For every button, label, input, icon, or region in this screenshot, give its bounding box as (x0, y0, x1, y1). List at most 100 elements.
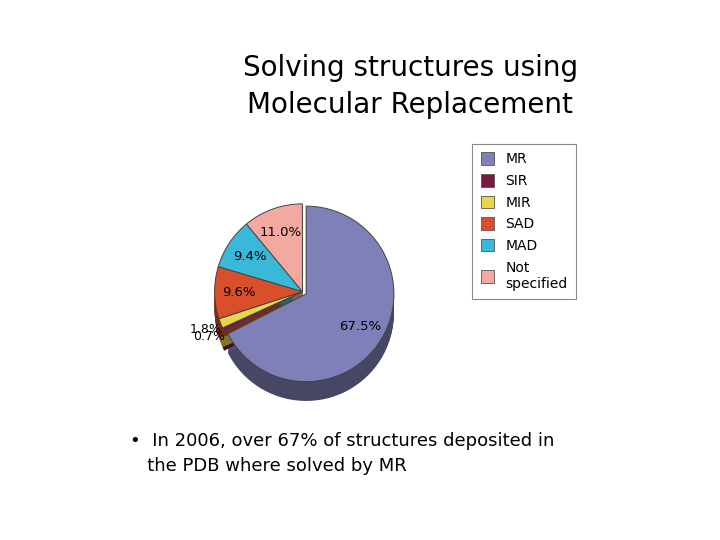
Wedge shape (218, 225, 302, 293)
Wedge shape (215, 271, 302, 323)
Wedge shape (228, 207, 394, 383)
Wedge shape (218, 227, 302, 295)
Wedge shape (218, 232, 302, 299)
Wedge shape (219, 295, 302, 331)
Wedge shape (222, 296, 302, 336)
Wedge shape (219, 293, 302, 329)
Wedge shape (219, 305, 302, 341)
Text: 9.4%: 9.4% (233, 250, 266, 263)
Text: 11.0%: 11.0% (260, 226, 302, 239)
Wedge shape (215, 273, 302, 325)
Wedge shape (222, 307, 302, 347)
Wedge shape (246, 212, 302, 300)
Wedge shape (246, 217, 302, 305)
Wedge shape (218, 235, 302, 302)
Wedge shape (222, 309, 302, 349)
Wedge shape (218, 231, 302, 298)
Wedge shape (219, 292, 302, 328)
Wedge shape (246, 213, 302, 301)
Wedge shape (246, 223, 302, 311)
Wedge shape (246, 207, 302, 295)
Wedge shape (228, 215, 394, 390)
Wedge shape (246, 214, 302, 302)
Wedge shape (246, 220, 302, 308)
Wedge shape (246, 222, 302, 310)
Wedge shape (219, 297, 302, 333)
Wedge shape (222, 305, 302, 345)
Wedge shape (215, 275, 302, 327)
Wedge shape (219, 296, 302, 332)
Wedge shape (219, 299, 302, 335)
Wedge shape (215, 279, 302, 330)
Wedge shape (218, 228, 302, 296)
Wedge shape (222, 295, 302, 335)
Wedge shape (222, 294, 302, 334)
Wedge shape (218, 236, 302, 303)
Wedge shape (246, 221, 302, 309)
Wedge shape (228, 225, 394, 401)
Text: 9.6%: 9.6% (222, 286, 256, 299)
Wedge shape (219, 309, 302, 345)
Wedge shape (228, 220, 394, 396)
Wedge shape (215, 285, 302, 337)
Wedge shape (246, 211, 302, 299)
Wedge shape (246, 218, 302, 306)
Wedge shape (228, 218, 394, 394)
Wedge shape (228, 222, 394, 398)
Wedge shape (215, 278, 302, 329)
Text: 1.8%: 1.8% (190, 322, 222, 336)
Wedge shape (219, 294, 302, 330)
Wedge shape (215, 281, 302, 334)
Wedge shape (215, 286, 302, 338)
Wedge shape (228, 211, 394, 386)
Wedge shape (222, 310, 302, 350)
Wedge shape (218, 238, 302, 306)
Wedge shape (246, 208, 302, 296)
Wedge shape (228, 213, 394, 388)
Wedge shape (215, 282, 302, 335)
Wedge shape (228, 219, 394, 395)
Wedge shape (219, 306, 302, 342)
Wedge shape (218, 241, 302, 309)
Legend: MR, SIR, MIR, SAD, MAD, Not
specified: MR, SIR, MIR, SAD, MAD, Not specified (472, 144, 576, 299)
Wedge shape (222, 293, 302, 333)
Wedge shape (222, 302, 302, 342)
Wedge shape (215, 281, 302, 333)
Text: •  In 2006, over 67% of structures deposited in
   the PDB where solved by MR: • In 2006, over 67% of structures deposi… (130, 432, 554, 475)
Wedge shape (246, 204, 302, 292)
Wedge shape (246, 209, 302, 297)
Wedge shape (222, 299, 302, 339)
Wedge shape (222, 298, 302, 338)
Wedge shape (228, 206, 394, 382)
Wedge shape (219, 308, 302, 344)
Wedge shape (218, 234, 302, 301)
Wedge shape (222, 297, 302, 337)
Wedge shape (218, 226, 302, 294)
Wedge shape (218, 237, 302, 305)
Wedge shape (218, 242, 302, 310)
Wedge shape (219, 302, 302, 339)
Wedge shape (222, 292, 302, 332)
Wedge shape (219, 303, 302, 340)
Text: Solving structures using
Molecular Replacement: Solving structures using Molecular Repla… (243, 54, 578, 119)
Text: 0.7%: 0.7% (193, 330, 225, 343)
Wedge shape (219, 310, 302, 346)
Wedge shape (215, 269, 302, 321)
Wedge shape (219, 300, 302, 336)
Wedge shape (222, 303, 302, 343)
Wedge shape (228, 217, 394, 393)
Wedge shape (228, 216, 394, 392)
Wedge shape (222, 300, 302, 340)
Wedge shape (218, 239, 302, 307)
Wedge shape (246, 210, 302, 298)
Wedge shape (228, 208, 394, 384)
Wedge shape (215, 268, 302, 320)
Text: 67.5%: 67.5% (339, 320, 381, 333)
Wedge shape (222, 306, 302, 346)
Wedge shape (228, 214, 394, 389)
Wedge shape (219, 311, 302, 347)
Wedge shape (215, 272, 302, 324)
Wedge shape (219, 298, 302, 334)
Wedge shape (222, 301, 302, 341)
Wedge shape (215, 274, 302, 326)
